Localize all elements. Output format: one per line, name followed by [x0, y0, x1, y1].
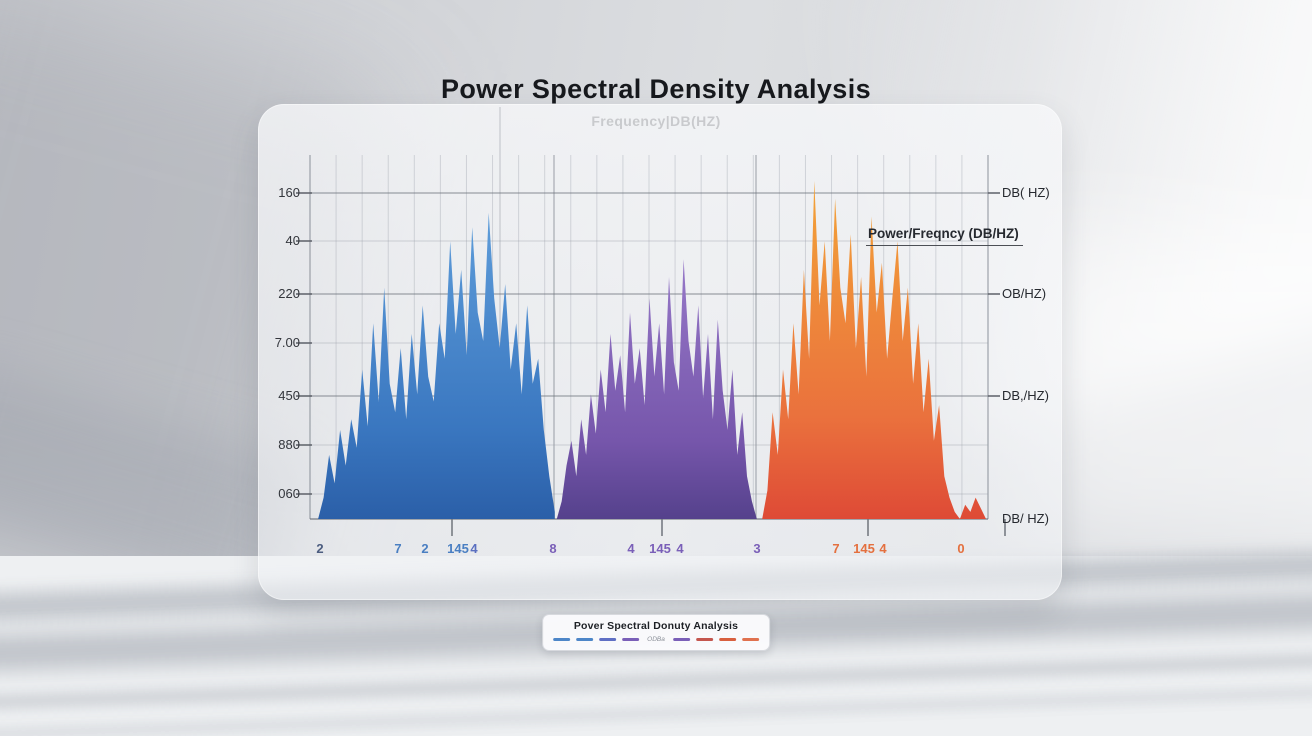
- legend-dash: [576, 637, 594, 642]
- x-tick-label: 145: [447, 541, 469, 556]
- legend-dash: [741, 637, 759, 642]
- legend-dash: [553, 637, 571, 642]
- annotation-power-freq: Power/Freqncy (DB/HZ): [866, 226, 1023, 246]
- x-tick-label: 2: [421, 541, 429, 556]
- y-tick-label: 450: [278, 388, 300, 403]
- x-tick-label: 2: [316, 541, 324, 556]
- legend-center-text: ODBa: [647, 636, 665, 643]
- x-tick-label: 3: [753, 541, 761, 556]
- legend-dash: [599, 637, 617, 642]
- psd-plot: 160 40 220 7.00 450 880 060 2 7 2 145 4 8 4 145 4 3 7 145…: [275, 107, 1050, 556]
- y-tick-label: 060: [278, 486, 300, 501]
- series-orange-band: [762, 180, 986, 520]
- floor-streak: [0, 685, 1312, 736]
- right-axis-label: OB/HZ): [1002, 286, 1047, 301]
- legend-dash: [672, 637, 690, 642]
- legend-dash: [718, 637, 736, 642]
- x-tick-label: 145: [649, 541, 671, 556]
- series-purple-band: [556, 259, 757, 519]
- legend-dash: [622, 637, 640, 642]
- y-tick-label: 40: [285, 233, 300, 248]
- right-axis-label: DB,/HZ): [1002, 388, 1049, 403]
- x-tick-label: 7: [832, 541, 840, 556]
- x-tick-label: 4: [470, 541, 478, 556]
- x-tick-label: 7: [394, 541, 402, 556]
- right-axis-label: DB/ HZ): [1002, 511, 1049, 526]
- x-tick-label: 4: [627, 541, 635, 556]
- series-blue-band: [318, 212, 555, 520]
- y-tick-label: 880: [278, 437, 300, 452]
- right-axis-label: DB( HZ): [1002, 185, 1050, 200]
- floor-streak: [0, 651, 1312, 711]
- x-tick-label: 4: [676, 541, 684, 556]
- plot-svg: [296, 107, 1006, 536]
- x-tick-label: 4: [879, 541, 887, 556]
- y-tick-label: 7.00: [274, 335, 300, 350]
- page-title: Power Spectral Density Analysis: [440, 74, 872, 104]
- background-highlight-right: [1020, 230, 1312, 540]
- chart-legend: Pover Spectral Donuty Analysis ODBa: [542, 614, 770, 651]
- x-tick-label: 145: [853, 541, 875, 556]
- y-tick-label: 220: [278, 286, 300, 301]
- legend-title: Pover Spectral Donuty Analysis: [573, 620, 739, 632]
- x-tick-label: 8: [549, 541, 557, 556]
- legend-dash: [695, 637, 713, 642]
- y-tick-label: 160: [278, 185, 300, 200]
- legend-dash-row: ODBa: [553, 636, 759, 643]
- x-tick-label: 0: [957, 541, 965, 556]
